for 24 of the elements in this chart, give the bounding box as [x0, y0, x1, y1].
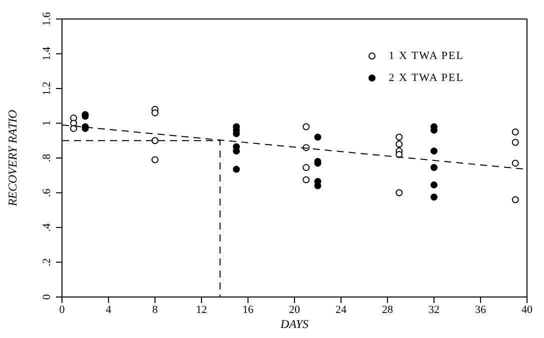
x-axis-title: DAYS	[279, 317, 309, 331]
x-tick-label: 8	[152, 304, 158, 316]
y-tick-label: .2	[41, 258, 53, 266]
y-tick-label: .8	[41, 153, 53, 162]
y-axis-title: RECOVERY RATIO	[5, 110, 20, 208]
legend-label: 2 X TWA PEL	[388, 72, 464, 84]
x-tick-label: 24	[336, 304, 347, 316]
x-tick-label: 20	[289, 304, 300, 316]
y-tick-label: 0	[41, 294, 53, 300]
y-tick-label: .4	[41, 222, 53, 232]
x-tick-label: 12	[196, 304, 207, 316]
x-tick-label: 40	[522, 304, 533, 316]
y-tick-label: 1.4	[41, 46, 53, 61]
x-tick-label: 28	[382, 304, 394, 316]
y-tick-label: 1.6	[41, 12, 53, 26]
legend-label: 1 X TWA PEL	[388, 50, 464, 62]
x-tick-label: 4	[106, 304, 112, 316]
x-tick-label: 32	[428, 304, 440, 316]
y-tick-label: 1.2	[41, 82, 53, 96]
x-tick-label: 36	[475, 304, 486, 316]
y-tick-label: .6	[41, 188, 53, 197]
y-tick-label: 1	[41, 120, 53, 126]
x-tick-label: 16	[242, 304, 254, 316]
x-tick-label: 0	[59, 304, 66, 316]
